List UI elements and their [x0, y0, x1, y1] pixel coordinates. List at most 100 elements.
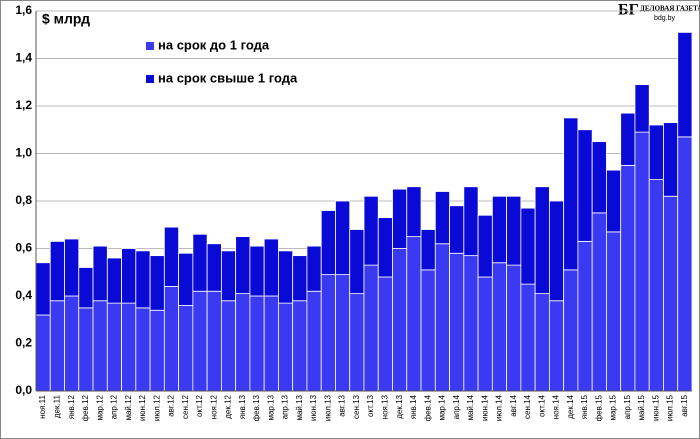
x-tick-label: авг.12	[167, 394, 176, 416]
bar-segment	[406, 186, 422, 238]
x-tick-label: мар.12	[95, 394, 104, 420]
bar-segment	[434, 191, 450, 245]
legend-swatch	[146, 42, 154, 50]
x-tick-label: апр.15	[623, 394, 632, 419]
x-tick-label: сен.13	[352, 394, 361, 419]
bar-segment	[306, 245, 322, 292]
bar-segment	[135, 250, 151, 309]
bar-segment	[121, 302, 137, 392]
bar-segment	[306, 290, 322, 392]
bar-segment	[278, 302, 294, 392]
x-tick-label: май.14	[466, 394, 475, 420]
bar-segment	[206, 290, 222, 392]
x-tick-label: мар.13	[266, 394, 275, 420]
bar-segment	[235, 293, 251, 392]
bar-segment	[634, 84, 650, 133]
bar-segment	[349, 229, 365, 295]
bar-segment	[663, 195, 679, 392]
bar-segment	[577, 129, 593, 242]
bar-segment	[491, 195, 508, 264]
y-tick-label: 1,2	[15, 98, 32, 112]
bar-segment	[506, 195, 522, 266]
x-tick-label: апр.13	[281, 394, 290, 419]
bar-segment	[320, 210, 336, 276]
bar-segment	[606, 169, 622, 233]
bar-segment	[106, 257, 122, 304]
bar-segment	[648, 179, 664, 392]
bar-segment	[135, 307, 151, 392]
bar-segment	[235, 236, 251, 295]
bar-segment	[620, 112, 636, 166]
bar-segment	[634, 131, 650, 392]
bar-segment	[392, 248, 408, 392]
x-tick-label: янв.12	[67, 394, 76, 419]
bar-segment	[606, 231, 622, 392]
logo-site: bdg.by	[654, 15, 676, 22]
x-tick-label: янв.13	[238, 394, 247, 419]
bar-segment	[463, 255, 479, 392]
bar-segment	[577, 240, 593, 392]
y-tick-label: 0,4	[15, 288, 32, 302]
y-tick-label: 0,6	[15, 241, 32, 255]
bar-segment	[92, 245, 108, 302]
x-tick-label: май.15	[637, 394, 646, 420]
x-tick-label: окт.13	[366, 394, 375, 416]
x-tick-label: дек.12	[224, 394, 233, 418]
bar-segment	[335, 200, 351, 276]
bar-segment	[149, 255, 165, 311]
x-tick-label: июл.12	[152, 394, 161, 421]
bar-segment	[292, 255, 308, 302]
x-tick-label: окт.14	[537, 394, 546, 416]
y-tick-label: 0,2	[15, 336, 32, 350]
bar-segment	[220, 250, 237, 302]
bar-segment	[392, 188, 408, 249]
x-tick-label: июл.13	[323, 394, 332, 421]
logo-mark: БГ	[618, 2, 639, 19]
x-tick-label: дек.11	[53, 394, 62, 418]
bar-segment	[534, 186, 550, 295]
x-tick-label: мар.14	[438, 394, 447, 420]
bar-segment	[106, 302, 122, 392]
bar-segment	[78, 307, 94, 392]
x-tick-label: авг.15	[680, 394, 689, 416]
bar-segment	[121, 248, 137, 304]
y-tick-label: 1,4	[15, 51, 32, 65]
bar-segment	[434, 243, 450, 392]
x-tick-label: июл.14	[495, 394, 504, 421]
bar-segment	[563, 117, 579, 271]
bar-segment	[64, 238, 80, 297]
bar-segment	[377, 276, 393, 392]
bar-segment	[449, 205, 465, 254]
bar-segment	[563, 269, 579, 392]
bar-segment	[92, 300, 108, 392]
y-tick-label: 1,0	[15, 146, 32, 160]
bar-segment	[506, 264, 522, 392]
bar-segment	[548, 300, 565, 392]
bar-segment	[534, 293, 550, 392]
x-tick-label: ноя.13	[381, 394, 390, 419]
x-tick-label: фев.12	[81, 394, 90, 421]
bar-segment	[548, 200, 565, 302]
x-tick-label: фев.14	[423, 394, 432, 421]
bar-segment	[278, 250, 294, 304]
bar-segment	[363, 264, 379, 392]
x-tick-label: апр.14	[452, 394, 461, 419]
bar-segment	[292, 300, 308, 392]
bar-segment	[677, 136, 693, 392]
x-tick-label: май.13	[295, 394, 304, 420]
logo-name: ДЕЛОВАЯ ГАЗЕТА	[640, 5, 700, 13]
legend-label: на срок свыше 1 года	[158, 70, 298, 85]
x-tick-label: сен.14	[523, 394, 532, 419]
bar-segment	[648, 124, 664, 181]
bar-segment	[620, 164, 636, 392]
bar-segment	[420, 229, 436, 271]
bar-segment	[420, 269, 436, 392]
bar-segment	[335, 274, 351, 392]
bar-segment	[677, 31, 693, 138]
bar-segment	[192, 233, 208, 292]
bar-segment	[349, 293, 365, 392]
legend-label: на срок до 1 года	[158, 37, 270, 52]
legend-swatch	[146, 75, 154, 83]
bar-segment	[591, 141, 607, 214]
